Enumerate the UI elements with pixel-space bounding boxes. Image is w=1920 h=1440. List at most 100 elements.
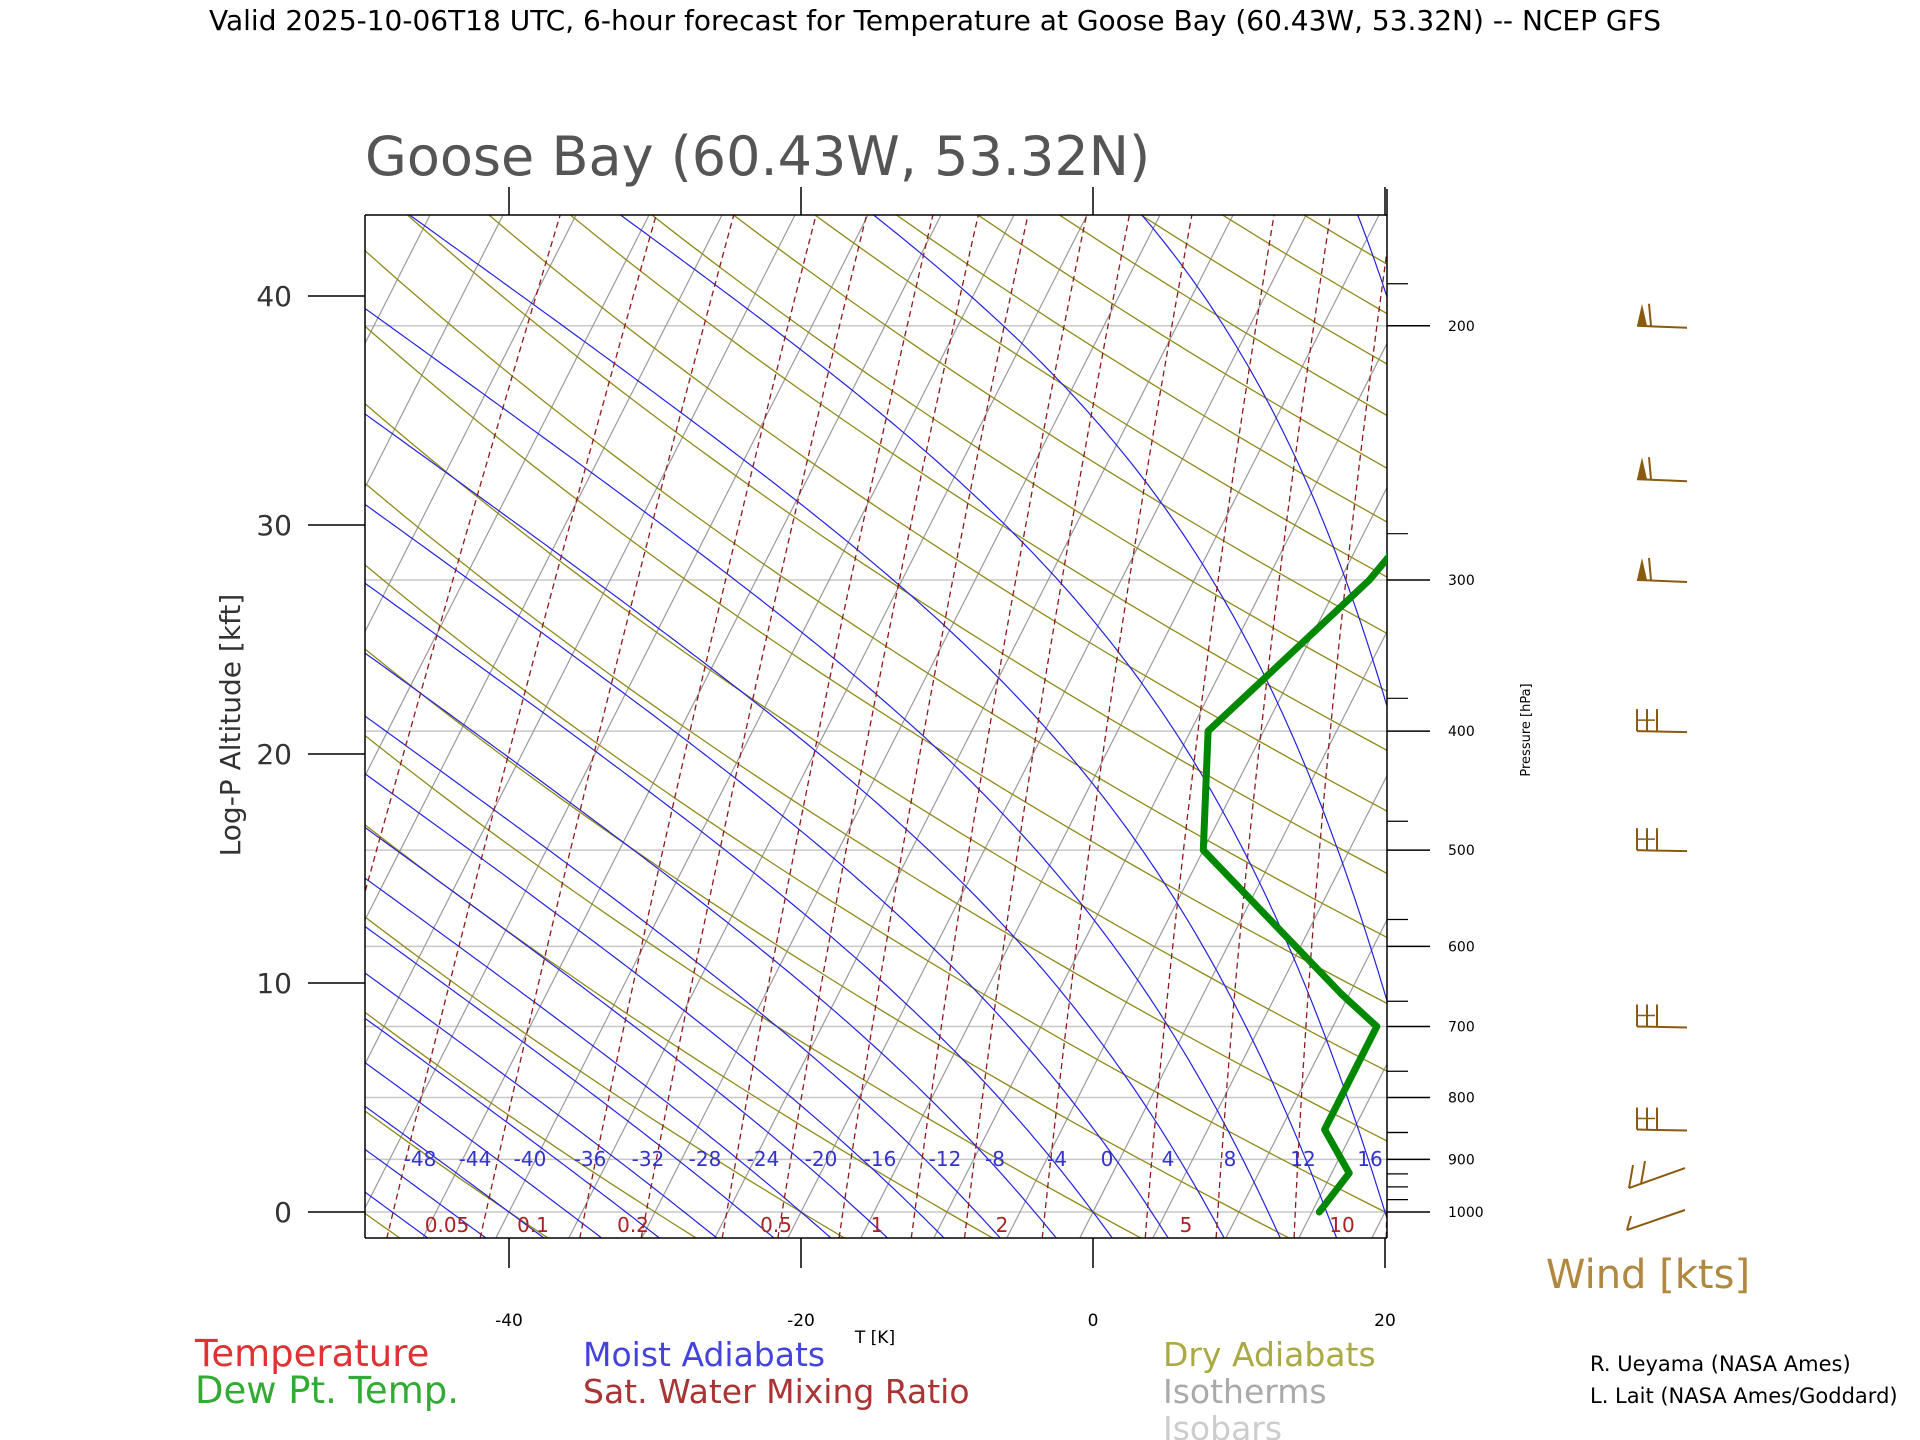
moist-adiabat (365, 715, 1002, 1238)
wind-barb (1626, 1209, 1686, 1231)
moist-adiabat-label: 4 (1162, 1147, 1175, 1171)
isotherm-line (568, 215, 1088, 1238)
right-axis-title: Pressure [hPa] (1519, 683, 1534, 776)
wind-label: Wind [kts] (1546, 1252, 1750, 1298)
moist-adiabat-label: -4 (1047, 1147, 1067, 1171)
isotherm-line (0, 182, 228, 1258)
legend-middle-item: Sat. Water Mixing Ratio (583, 1372, 970, 1411)
mixing-ratio-label: 1 (871, 1213, 884, 1237)
isotherm-line (1435, 182, 1920, 1258)
x-tick-label: 20 (1374, 1311, 1396, 1331)
isotherm-line (1079, 630, 1387, 1238)
pressure-tick-label: 200 (1448, 319, 1475, 335)
mixing-ratio-line (365, 215, 561, 895)
mixing-ratio-line (1144, 215, 1275, 1238)
y-tick-label: 30 (256, 509, 292, 542)
mixing-ratio-line (963, 215, 1131, 1238)
dry-adiabat (732, 215, 1387, 635)
x-tick-label: -40 (495, 1311, 523, 1331)
dry-adiabat (365, 325, 1387, 1005)
moist-adiabat-label: 16 (1357, 1147, 1382, 1171)
dry-adiabat (365, 482, 1387, 1142)
pressure-tick-label: 300 (1448, 573, 1475, 589)
moist-adiabat (365, 925, 775, 1238)
isotherm-line (0, 182, 301, 1258)
mixing-ratio-label: 0.05 (425, 1213, 470, 1237)
pressure-tick-label: 900 (1448, 1152, 1475, 1168)
isotherm-line (787, 215, 1307, 1238)
isotherm-line (365, 215, 577, 633)
dry-adiabat (895, 215, 1387, 523)
dry-adiabat (1384, 215, 1387, 217)
mixing-ratio-line (1550, 182, 1597, 1258)
dry-adiabat (365, 564, 1387, 1214)
mixing-ratio-label: 0.1 (517, 1213, 549, 1237)
legend-right-item: Isobars (1163, 1409, 1282, 1440)
moist-adiabat (408, 215, 1338, 1238)
y-tick-label: 20 (256, 738, 292, 771)
mixing-ratio-label: 2 (996, 1213, 1009, 1237)
dry-adiabat (365, 823, 995, 1238)
isotherm-line (1225, 918, 1387, 1238)
wind-barb (1636, 709, 1688, 734)
isotherm-line (1654, 182, 1920, 1258)
dry-adiabat (976, 215, 1387, 469)
isotherm-line (933, 342, 1387, 1238)
dry-adiabat (1139, 215, 1387, 365)
dry-adiabat (365, 402, 1387, 1072)
moist-adiabat-label: -24 (747, 1147, 780, 1171)
dry-adiabat (365, 249, 1387, 939)
isotherm-line (365, 215, 869, 1210)
dry-adiabat (365, 1110, 550, 1238)
moist-adiabat (365, 773, 945, 1238)
background-lines (0, 182, 1920, 1258)
moist-adiabat (365, 826, 889, 1238)
pressure-tick-label: 1000 (1448, 1205, 1484, 1221)
dry-adiabat (406, 215, 1387, 875)
isotherm-line (422, 215, 942, 1238)
moist-adiabat-label: -36 (574, 1147, 607, 1171)
y-axis-title: Log-P Altitude [kft] (214, 594, 247, 857)
dry-adiabat (365, 916, 846, 1238)
wind-barb (1636, 557, 1688, 583)
dry-adiabat (365, 1011, 698, 1238)
moist-adiabat (365, 503, 1169, 1238)
moist-adiabat-label: -16 (864, 1147, 897, 1171)
mixing-ratio-label: 10 (1329, 1213, 1354, 1237)
moist-adiabat (365, 307, 1281, 1238)
isotherm-line (1006, 486, 1387, 1238)
chart-title: Goose Bay (60.43W, 53.32N) (365, 125, 1150, 188)
x-tick-label: -20 (787, 1311, 815, 1331)
mixing-ratio-line (479, 215, 735, 1238)
dry-adiabat (1409, 182, 1920, 1258)
dry-adiabat (650, 215, 1387, 692)
profiles (1199, 553, 1387, 1216)
moist-adiabat (365, 972, 718, 1238)
legend-right-item: Isotherms (1163, 1372, 1327, 1411)
pressure-tick-label: 400 (1448, 724, 1475, 740)
isotherm-line (1581, 182, 1920, 1258)
moist-adiabat-label: -32 (632, 1147, 665, 1171)
mixing-ratio-line (777, 215, 979, 1238)
isotherm-line (1152, 774, 1387, 1238)
isotherm-line (0, 182, 155, 1258)
wind-barb (1636, 1107, 1688, 1132)
isotherm-line (365, 215, 723, 922)
x-tick-label: 0 (1088, 1311, 1099, 1331)
moist-adiabat-label: 12 (1290, 1147, 1315, 1171)
credit-line-2: L. Lait (NASA Ames/Goddard) (1590, 1384, 1898, 1408)
wind-barb (1636, 303, 1688, 329)
moist-adiabat (619, 215, 1387, 1221)
moist-adiabat (365, 1061, 603, 1238)
moist-adiabat (365, 1017, 661, 1238)
dry-adiabat (365, 734, 1143, 1238)
pressure-tick-label: 800 (1448, 1091, 1475, 1107)
dry-adiabat (1221, 215, 1387, 315)
dry-adiabat (813, 215, 1387, 578)
wind-barb (1636, 457, 1688, 483)
isotherm-line (495, 215, 1015, 1238)
dewpoint-line (1199, 553, 1387, 1216)
x-axis-title: T [K] (854, 1328, 895, 1348)
moist-adiabat-label: -48 (404, 1147, 437, 1171)
moist-adiabat-label: -28 (689, 1147, 722, 1171)
